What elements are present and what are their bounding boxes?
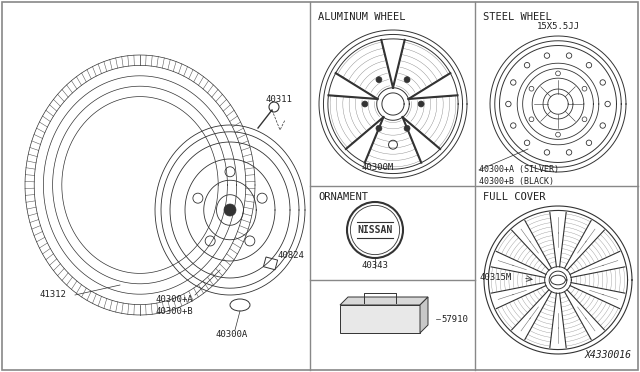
Text: 40300A: 40300A [215, 330, 247, 339]
Polygon shape [340, 305, 420, 333]
Circle shape [362, 101, 368, 107]
Text: NISSAN: NISSAN [357, 225, 392, 235]
Circle shape [404, 125, 410, 131]
Circle shape [404, 77, 410, 83]
Text: 40824: 40824 [278, 250, 305, 260]
Text: STEEL WHEEL: STEEL WHEEL [483, 12, 552, 22]
Text: 15X5.5JJ: 15X5.5JJ [536, 22, 579, 31]
Polygon shape [340, 297, 428, 305]
Text: ALUMINUM WHEEL: ALUMINUM WHEEL [318, 12, 406, 22]
Bar [264, 257, 278, 270]
Text: 40311: 40311 [265, 96, 292, 105]
Text: 57910: 57910 [441, 314, 468, 324]
Text: 40300+A
40300+B: 40300+A 40300+B [155, 295, 193, 316]
Text: 40315M: 40315M [480, 273, 512, 282]
Text: 40300+A (SILVER)
40300+B (BLACK): 40300+A (SILVER) 40300+B (BLACK) [479, 165, 559, 186]
Text: 41312: 41312 [40, 290, 67, 299]
Text: X4330016: X4330016 [585, 350, 632, 360]
Text: 40343: 40343 [362, 261, 388, 270]
Text: ORNAMENT: ORNAMENT [318, 192, 368, 202]
Circle shape [376, 77, 382, 83]
Text: FULL COVER: FULL COVER [483, 192, 545, 202]
Polygon shape [420, 297, 428, 333]
Text: 40300M: 40300M [362, 163, 394, 172]
Circle shape [418, 101, 424, 107]
Circle shape [376, 125, 382, 131]
Circle shape [224, 204, 236, 216]
